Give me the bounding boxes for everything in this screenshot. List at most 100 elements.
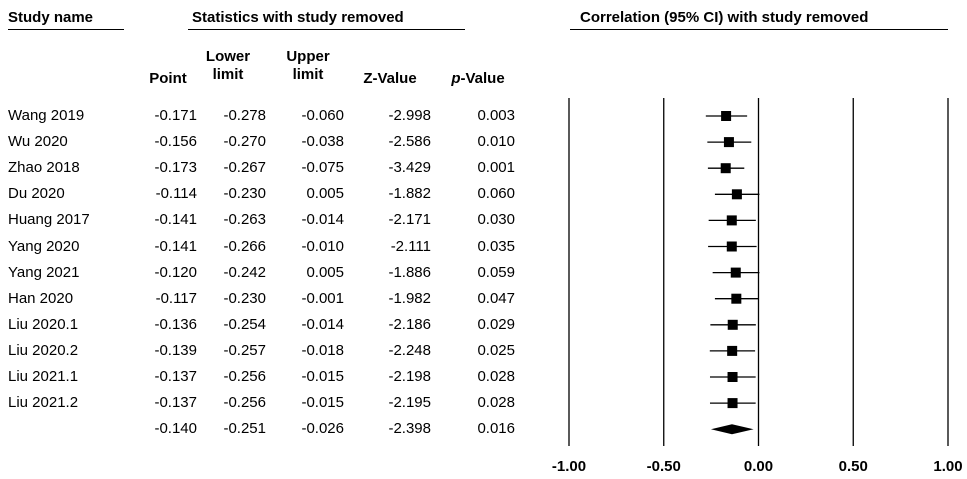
- lower-cell: -0.270: [223, 133, 266, 151]
- lower-cell: -0.254: [223, 315, 266, 333]
- p-cell: 0.060: [477, 185, 515, 203]
- upper-cell: -0.015: [301, 368, 344, 385]
- point-marker: [720, 163, 731, 174]
- point-marker: [730, 267, 741, 278]
- col-lower-line2: limit: [212, 66, 244, 83]
- upper-cell: -0.018: [301, 341, 344, 359]
- p-cell: 0.025: [477, 341, 515, 359]
- z-cell: -1.886: [388, 263, 431, 281]
- lower-cell: -0.278: [223, 107, 266, 124]
- lower-cell: -0.257: [223, 341, 266, 359]
- study-name-cell: Yang 2021: [8, 263, 80, 281]
- p-cell: 0.010: [477, 133, 515, 151]
- upper-cell: -0.015: [301, 394, 344, 412]
- study-name-cell: Han 2020: [8, 289, 74, 307]
- header-study-name: Study name: [8, 9, 94, 26]
- point-cell: -0.171: [154, 107, 197, 124]
- lower-cell: -0.266: [223, 237, 266, 255]
- col-point: Point: [149, 70, 187, 87]
- upper-cell: 0.005: [306, 185, 344, 203]
- header-correlation: Correlation (95% CI) with study removed: [580, 9, 869, 26]
- upper-cell: -0.038: [301, 133, 344, 151]
- point-marker: [731, 293, 742, 304]
- p-cell: 0.059: [477, 263, 515, 281]
- z-cell: -2.998: [388, 107, 431, 124]
- lower-cell: -0.230: [223, 185, 266, 203]
- point-marker: [727, 398, 738, 409]
- z-cell: -2.111: [390, 237, 431, 255]
- z-cell: -2.186: [388, 315, 431, 333]
- z-cell: -2.171: [388, 211, 431, 229]
- study-name-cell: Huang 2017: [8, 211, 90, 229]
- point-cell: -0.156: [154, 133, 197, 151]
- lower-cell: -0.242: [223, 263, 266, 281]
- p-cell: 0.016: [477, 420, 515, 438]
- point-marker: [723, 137, 734, 148]
- p-cell: 0.001: [477, 159, 515, 177]
- z-cell: -1.982: [388, 289, 431, 307]
- p-cell: 0.028: [477, 394, 515, 412]
- header-study-name-underline: [8, 29, 124, 30]
- point-cell: -0.173: [154, 159, 197, 177]
- col-p-suffix: -Value: [460, 70, 505, 87]
- point-marker: [731, 189, 742, 200]
- study-name-cell: Wang 2019: [8, 107, 85, 124]
- lower-cell: -0.267: [223, 159, 266, 177]
- upper-cell: -0.014: [301, 315, 344, 333]
- lower-cell: -0.256: [223, 394, 266, 412]
- upper-cell: -0.075: [301, 159, 344, 177]
- study-name-cell: Du 2020: [8, 185, 65, 203]
- p-cell: 0.030: [477, 211, 515, 229]
- study-name-cell: Liu 2020.2: [8, 341, 79, 359]
- z-cell: -2.195: [388, 394, 431, 412]
- header-statistics-underline: [188, 29, 465, 30]
- p-cell: 0.003: [477, 107, 515, 124]
- z-cell: -2.198: [388, 368, 431, 385]
- upper-cell: -0.060: [301, 107, 344, 124]
- point-cell: -0.120: [154, 263, 197, 281]
- upper-cell: -0.010: [301, 237, 344, 255]
- upper-cell: 0.005: [306, 263, 344, 281]
- col-p-value: p-Value: [438, 70, 518, 88]
- point-cell: -0.136: [154, 315, 197, 333]
- point-marker: [726, 215, 737, 226]
- study-name-cell: Liu 2020.1: [8, 315, 79, 333]
- p-cell: 0.028: [477, 368, 515, 385]
- x-tick-label: 0.50: [839, 458, 868, 475]
- col-lower: Lower limit: [196, 48, 260, 84]
- point-cell: -0.141: [154, 237, 197, 255]
- p-cell: 0.035: [477, 237, 515, 255]
- z-cell: -2.398: [388, 420, 431, 438]
- z-cell: -1.882: [388, 185, 431, 203]
- z-cell: -2.248: [388, 341, 431, 359]
- study-name-cell: Wu 2020: [8, 133, 68, 151]
- point-cell: -0.114: [155, 185, 197, 203]
- col-upper-line2: limit: [292, 66, 324, 83]
- z-cell: -2.586: [388, 133, 431, 151]
- lower-cell: -0.251: [223, 420, 266, 438]
- x-tick-label: 1.00: [933, 458, 962, 475]
- point-cell: -0.141: [154, 211, 197, 229]
- point-marker: [727, 319, 738, 330]
- study-name-cell: Liu 2021.1: [8, 368, 79, 385]
- point-cell: -0.140: [154, 420, 197, 438]
- study-name-cell: Liu 2021.2: [8, 394, 79, 412]
- x-tick-label: -1.00: [552, 458, 586, 475]
- point-cell: -0.137: [154, 368, 197, 385]
- upper-cell: -0.001: [301, 289, 344, 307]
- upper-cell: -0.014: [301, 211, 344, 229]
- point-cell: -0.139: [154, 341, 197, 359]
- lower-cell: -0.256: [223, 368, 266, 385]
- upper-cell: -0.026: [301, 420, 344, 438]
- point-marker: [727, 372, 738, 382]
- header-correlation-underline: [570, 29, 948, 30]
- p-cell: 0.029: [477, 315, 515, 333]
- col-p-italic: p: [451, 70, 461, 87]
- col-upper-line1: Upper: [286, 48, 330, 65]
- x-tick-label: -0.50: [647, 458, 681, 475]
- point-marker: [727, 345, 738, 356]
- lower-cell: -0.230: [223, 289, 266, 307]
- z-cell: -3.429: [388, 159, 431, 177]
- study-name-cell: Zhao 2018: [8, 159, 80, 177]
